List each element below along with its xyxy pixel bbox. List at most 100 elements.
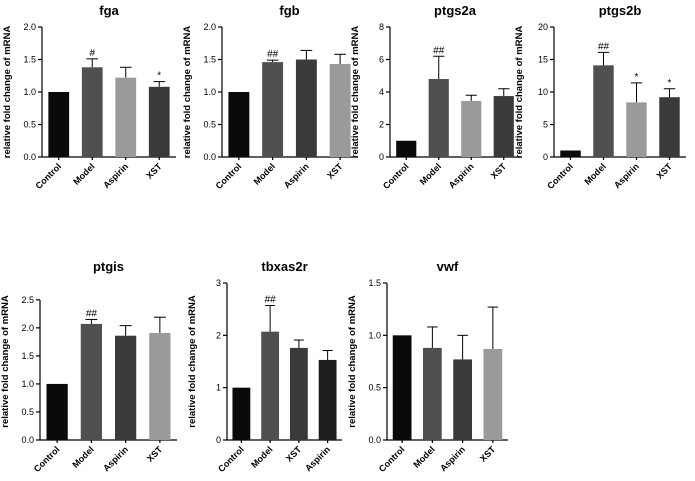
chart-panel-ptgs2a: ptgs2a relative fold change of mRNA 0 2 4 6 8 C… [350, 3, 520, 191]
y-tick-label: 0.5 [23, 120, 36, 130]
category-label: Control [32, 444, 62, 474]
y-tick-label: 0 [543, 152, 548, 162]
y-tick-label: 1.0 [368, 330, 381, 340]
chart-panel-fga: fga relative fold change of mRNA 0.0 0.5 1.0… [2, 3, 176, 191]
category-label: Aspirin [282, 161, 311, 190]
y-tick-label: 0.5 [203, 120, 216, 130]
category-label: Model [411, 444, 436, 469]
y-tick-label: 1.5 [203, 55, 216, 65]
bar-model [593, 65, 614, 157]
y-tick-label: 5 [543, 120, 548, 130]
chart-title: tbxas2r [261, 259, 307, 274]
bar-xst [149, 332, 171, 440]
y-tick-label: 6 [379, 55, 384, 65]
significance-marker: ## [265, 295, 277, 306]
category-label: XST [144, 161, 164, 181]
y-tick-label: 0.0 [203, 152, 216, 162]
y-tick-label: 15 [538, 55, 548, 65]
y-tick-label: 1 [216, 383, 221, 393]
category-label: Control [545, 161, 575, 191]
significance-marker: ## [86, 308, 98, 319]
y-tick-label: 4 [379, 87, 384, 97]
bar-xst [493, 96, 514, 157]
category-label: XST [478, 444, 498, 464]
bar-model [262, 62, 284, 157]
chart-panel-vwf: vwf relative fold change of mRNA 0.0 0.5 1.0… [347, 259, 508, 474]
y-tick-label: 2.0 [23, 22, 36, 32]
chart-title: ptgs2b [599, 3, 642, 18]
category-label: Control [377, 444, 407, 474]
category-label: Aspirin [612, 161, 641, 190]
category-label: XST [284, 444, 304, 464]
chart-panel-fgb: fgb relative fold change of mRNA 0.0 0.5 1.0… [182, 3, 357, 191]
bar-model [422, 347, 442, 440]
y-tick-label: 0 [379, 152, 384, 162]
category-label: Aspirin [101, 444, 130, 473]
category-label: Control [216, 444, 246, 474]
bar-control [560, 150, 581, 157]
bar-aspirin [626, 102, 647, 157]
y-tick-label: 1.5 [21, 351, 34, 361]
category-label: XST [654, 161, 674, 181]
y-tick-label: 0 [216, 435, 221, 445]
y-tick-label: 2 [216, 330, 221, 340]
category-label: Control [381, 161, 411, 191]
y-tick-label: 1.0 [23, 87, 36, 97]
bar-xst [148, 86, 170, 157]
category-label: Aspirin [101, 161, 130, 190]
chart-panel-ptgis: ptgis relative fold change of mRNA 0.0 0.5 1… [0, 259, 177, 474]
y-axis-label: relative fold change of mRNA [0, 295, 11, 428]
chart-title: ptgs2a [434, 3, 477, 18]
bar-model [81, 67, 103, 157]
bar-model [428, 79, 449, 157]
y-tick-label: 10 [538, 87, 548, 97]
y-tick-label: 2.5 [21, 295, 34, 305]
significance-marker: ## [598, 41, 610, 52]
y-tick-label: 0.0 [368, 435, 381, 445]
significance-marker: ## [267, 49, 279, 60]
y-tick-label: 1.5 [23, 55, 36, 65]
bar-xst [289, 347, 308, 440]
y-axis-label: relative fold change of mRNA [347, 295, 358, 428]
y-tick-label: 1.5 [368, 278, 381, 288]
y-tick-label: 2.0 [21, 323, 34, 333]
y-axis-label: relative fold change of mRNA [514, 26, 525, 159]
significance-marker: * [635, 72, 639, 83]
y-tick-label: 0.0 [21, 435, 34, 445]
category-label: Aspirin [447, 161, 476, 190]
category-label: Model [582, 161, 607, 186]
y-tick-label: 3 [216, 278, 221, 288]
category-label: Model [249, 444, 274, 469]
significance-marker: * [157, 71, 161, 82]
bar-control [392, 335, 412, 440]
category-label: Control [33, 161, 63, 191]
category-label: Model [70, 444, 95, 469]
significance-marker: ## [433, 45, 445, 56]
y-tick-label: 8 [379, 22, 384, 32]
bar-aspirin [115, 77, 137, 157]
chart-panel-ptgs2b: ptgs2b relative fold change of mRNA 0 5 10 15… [514, 3, 686, 191]
y-axis-label: relative fold change of mRNA [350, 26, 361, 159]
category-label: Aspirin [438, 444, 467, 473]
bar-xst [483, 348, 503, 440]
y-axis-label: relative fold change of mRNA [187, 295, 198, 428]
bar-aspirin [453, 359, 473, 440]
chart-title: vwf [437, 259, 459, 274]
y-tick-label: 20 [538, 22, 548, 32]
chart-title: fgb [279, 3, 299, 18]
bar-aspirin [461, 100, 482, 157]
bar-aspirin [318, 359, 337, 440]
category-label: XST [489, 161, 509, 181]
category-label: Model [418, 161, 443, 186]
bar-model [261, 331, 280, 440]
bar-xst [659, 97, 680, 157]
category-label: Control [214, 161, 244, 191]
y-tick-label: 1.0 [21, 379, 34, 389]
bar-control [46, 383, 68, 440]
y-tick-label: 0.0 [23, 152, 36, 162]
y-axis-label: relative fold change of mRNA [2, 26, 13, 159]
y-tick-label: 1.0 [203, 87, 216, 97]
bar-control [232, 387, 251, 440]
y-tick-label: 0.5 [368, 383, 381, 393]
